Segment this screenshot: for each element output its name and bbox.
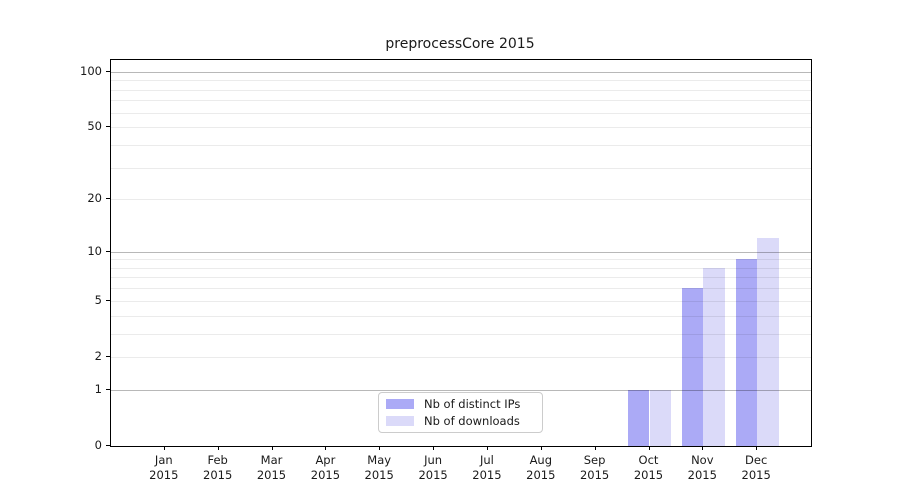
x-tick-mark [594,446,596,450]
x-tick-label-sep: Sep 2015 [579,453,610,482]
legend-item-downloads: Nb of downloads [386,414,535,428]
bar-oct-downloads [649,389,671,446]
x-tick-mark [702,446,704,450]
legend: Nb of distinct IPs Nb of downloads [378,392,543,433]
minor-gridline [111,315,811,317]
legend-label-downloads: Nb of downloads [424,413,520,428]
y-tick-label: 1 [94,381,102,396]
minor-gridline [111,89,811,91]
legend-item-distinct-ips: Nb of distinct IPs [386,397,535,411]
y-tick-mark [106,355,110,357]
x-tick-label-apr: Apr 2015 [310,453,341,482]
y-tick-label: 50 [87,119,102,134]
bars-layer [111,60,811,446]
y-tick-mark [106,198,110,200]
x-tick-mark [379,446,381,450]
x-tick-mark [648,446,650,450]
y-tick-label: 20 [87,191,102,206]
minor-gridline [111,277,811,279]
x-tick-label-jul: Jul 2015 [472,453,502,482]
y-tick-mark [106,388,110,390]
bar-nov-distinct-ips [681,288,704,446]
x-tick-mark [217,446,219,450]
minor-gridline [111,100,811,102]
x-tick-mark [486,446,488,450]
x-tick-label-oct: Oct 2015 [633,453,664,482]
x-tick-label-nov: Nov 2015 [687,453,717,482]
y-tick-label: 5 [94,292,102,307]
y-tick-mark [106,445,110,446]
x-tick-label-feb: Feb 2015 [203,453,233,482]
minor-gridline [111,300,811,302]
minor-gridline [111,167,811,169]
minor-gridline [111,259,811,261]
y-tick-label: 10 [87,243,102,258]
x-tick-mark [271,446,273,450]
minor-gridline [111,127,811,129]
x-tick-mark [163,446,165,450]
y-tick-mark [106,70,110,72]
major-gridline [111,389,811,391]
legend-swatch-distinct-ips [386,399,414,410]
y-tick-label: 2 [94,348,102,363]
x-tick-label-jun: Jun 2015 [418,453,448,482]
x-tick-label-mar: Mar 2015 [256,453,287,482]
major-gridline [111,251,811,253]
minor-gridline [111,80,811,82]
chart-title: preprocessCore 2015 [385,36,535,52]
y-tick-mark [106,250,110,252]
x-tick-label-jan: Jan 2015 [149,453,179,482]
minor-gridline [111,112,811,114]
bar-dec-downloads [757,238,779,446]
y-tick-mark [106,299,110,301]
minor-gridline [111,144,811,146]
legend-label-distinct-ips: Nb of distinct IPs [424,397,521,412]
minor-gridline [111,288,811,290]
y-tick-mark [106,126,110,128]
grid-layer [111,60,811,446]
bar-dec-distinct-ips [735,259,758,446]
y-tick-label: 0 [94,438,102,452]
y-tick-label: 100 [80,63,102,78]
x-tick-mark [540,446,542,450]
minor-gridline [111,356,811,358]
x-tick-mark [433,446,435,450]
legend-swatch-downloads [386,415,414,426]
minor-gridline [111,333,811,335]
x-tick-label-may: May 2015 [364,453,394,482]
x-tick-mark [756,446,758,450]
x-tick-label-dec: Dec 2015 [741,453,771,482]
major-gridline [111,71,811,73]
plot-area [110,59,812,447]
bar-oct-distinct-ips [627,389,650,446]
minor-gridline [111,267,811,269]
bar-nov-downloads [703,267,725,446]
x-tick-mark [325,446,327,450]
minor-gridline [111,199,811,201]
x-tick-label-aug: Aug 2015 [526,453,556,482]
